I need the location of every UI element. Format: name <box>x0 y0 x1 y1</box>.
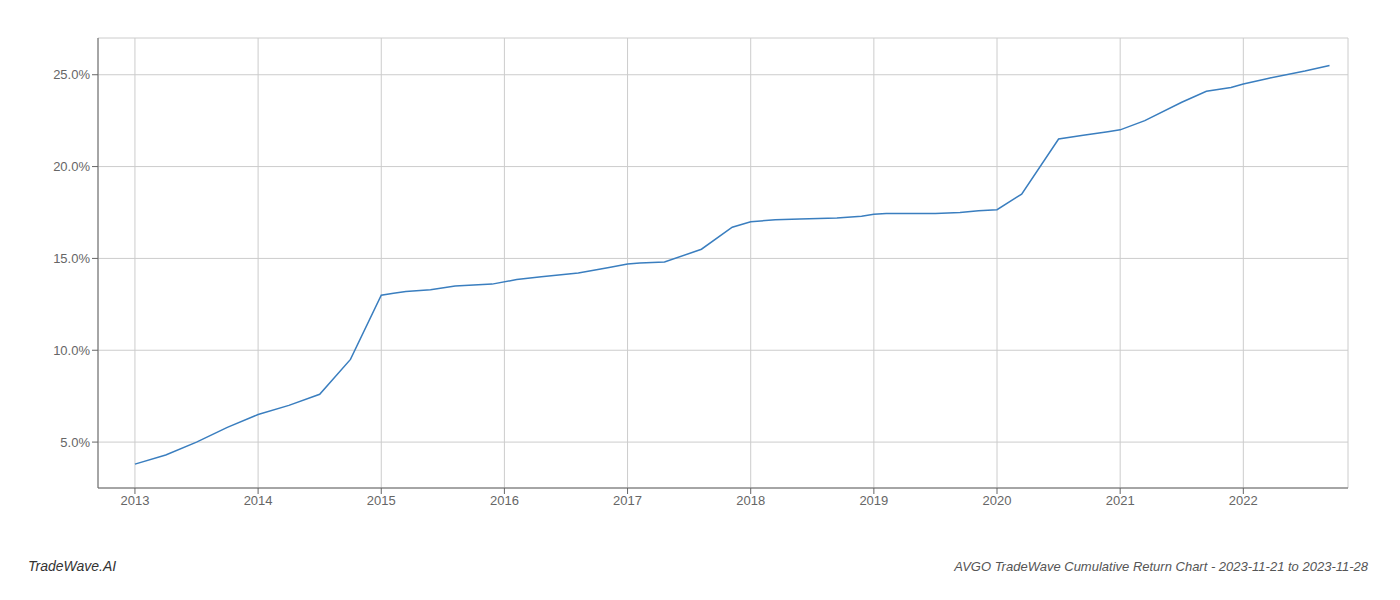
svg-text:2018: 2018 <box>736 493 765 508</box>
svg-text:2013: 2013 <box>120 493 149 508</box>
svg-text:2014: 2014 <box>244 493 273 508</box>
svg-text:20.0%: 20.0% <box>53 159 90 174</box>
svg-text:10.0%: 10.0% <box>53 343 90 358</box>
html-text:TradeWave.AI: TradeWave.AI <box>28 558 117 574</box>
svg-text:25.0%: 25.0% <box>53 67 90 82</box>
svg-text:15.0%: 15.0% <box>53 251 90 266</box>
svg-text:2022: 2022 <box>1229 493 1258 508</box>
svg-text:5.0%: 5.0% <box>60 435 90 450</box>
html-text:AVGO TradeWave Cumulative Retu: AVGO TradeWave Cumulative Return Chart -… <box>954 559 1368 574</box>
svg-text:2015: 2015 <box>367 493 396 508</box>
svg-text:2021: 2021 <box>1106 493 1135 508</box>
svg-text:2017: 2017 <box>613 493 642 508</box>
svg-text:2016: 2016 <box>490 493 519 508</box>
svg-text:2019: 2019 <box>859 493 888 508</box>
svg-text:2020: 2020 <box>983 493 1012 508</box>
